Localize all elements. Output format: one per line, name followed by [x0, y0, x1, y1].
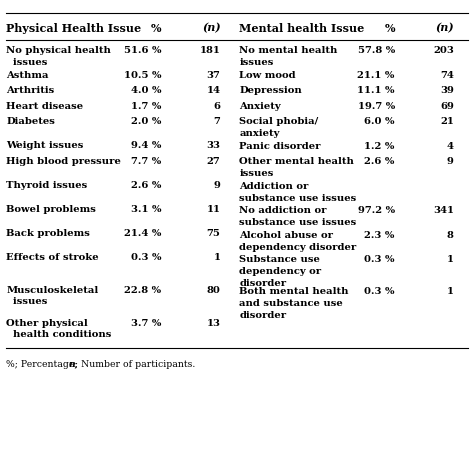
Text: 6: 6 — [213, 102, 220, 111]
Text: Heart disease: Heart disease — [6, 102, 83, 111]
Text: 341: 341 — [433, 206, 454, 215]
Text: 7.7 %: 7.7 % — [131, 157, 162, 166]
Text: Bowel problems: Bowel problems — [6, 205, 96, 214]
Text: 6.0 %: 6.0 % — [365, 117, 395, 126]
Text: Substance use: Substance use — [239, 255, 320, 264]
Text: Thyroid issues: Thyroid issues — [6, 181, 87, 190]
Text: 57.8 %: 57.8 % — [357, 46, 395, 55]
Text: 21.1 %: 21.1 % — [357, 71, 395, 80]
Text: %; Percentage;: %; Percentage; — [6, 359, 81, 368]
Text: Back problems: Back problems — [6, 229, 90, 238]
Text: Anxiety: Anxiety — [239, 102, 281, 111]
Text: 74: 74 — [440, 71, 454, 80]
Text: 9.4 %: 9.4 % — [131, 141, 162, 150]
Text: Asthma: Asthma — [6, 71, 49, 80]
Text: 181: 181 — [200, 46, 220, 55]
Text: 39: 39 — [440, 86, 454, 95]
Text: 22.8 %: 22.8 % — [125, 285, 162, 294]
Text: 21: 21 — [440, 117, 454, 126]
Text: 0.3 %: 0.3 % — [131, 253, 162, 262]
Text: ; Number of participants.: ; Number of participants. — [75, 359, 196, 368]
Text: 21.4 %: 21.4 % — [124, 229, 162, 238]
Text: 9: 9 — [214, 181, 220, 190]
Text: n: n — [69, 359, 75, 368]
Text: Effects of stroke: Effects of stroke — [6, 253, 99, 262]
Text: Musculoskeletal: Musculoskeletal — [6, 285, 98, 294]
Text: 8: 8 — [447, 231, 454, 240]
Text: High blood pressure: High blood pressure — [6, 157, 121, 166]
Text: 69: 69 — [440, 102, 454, 111]
Text: 7: 7 — [214, 117, 220, 126]
Text: health conditions: health conditions — [6, 330, 111, 339]
Text: 1.7 %: 1.7 % — [131, 102, 162, 111]
Text: disorder: disorder — [239, 279, 286, 288]
Text: substance use issues: substance use issues — [239, 218, 356, 227]
Text: Addiction or: Addiction or — [239, 182, 309, 191]
Text: 97.2 %: 97.2 % — [358, 206, 395, 215]
Text: 2.3 %: 2.3 % — [365, 231, 395, 240]
Text: issues: issues — [239, 58, 273, 67]
Text: 1: 1 — [447, 255, 454, 264]
Text: disorder: disorder — [239, 311, 286, 320]
Text: No addiction or: No addiction or — [239, 206, 327, 215]
Text: 3.1 %: 3.1 % — [131, 205, 162, 214]
Text: Depression: Depression — [239, 86, 302, 95]
Text: and substance use: and substance use — [239, 299, 343, 308]
Text: 0.3 %: 0.3 % — [365, 287, 395, 296]
Text: substance use issues: substance use issues — [239, 193, 356, 202]
Text: 4.0 %: 4.0 % — [131, 86, 162, 95]
Text: 3.7 %: 3.7 % — [131, 319, 162, 328]
Text: Physical Health Issue: Physical Health Issue — [6, 23, 141, 34]
Text: 19.7 %: 19.7 % — [357, 102, 395, 111]
Text: 1: 1 — [447, 287, 454, 296]
Text: issues: issues — [6, 297, 47, 306]
Text: Other mental health: Other mental health — [239, 157, 354, 166]
Text: Other physical: Other physical — [6, 319, 88, 328]
Text: Diabetes: Diabetes — [6, 117, 55, 126]
Text: 1: 1 — [213, 253, 220, 262]
Text: 1.2 %: 1.2 % — [365, 142, 395, 151]
Text: %: % — [384, 23, 395, 34]
Text: (n): (n) — [435, 23, 454, 34]
Text: %: % — [151, 23, 162, 34]
Text: Mental health Issue: Mental health Issue — [239, 23, 365, 34]
Text: No physical health: No physical health — [6, 46, 111, 55]
Text: 4: 4 — [447, 142, 454, 151]
Text: Low mood: Low mood — [239, 71, 296, 80]
Text: 11.1 %: 11.1 % — [357, 86, 395, 95]
Text: (n): (n) — [202, 23, 220, 34]
Text: Alcohol abuse or: Alcohol abuse or — [239, 231, 333, 240]
Text: 2.0 %: 2.0 % — [131, 117, 162, 126]
Text: 10.5 %: 10.5 % — [124, 71, 162, 80]
Text: Arthritis: Arthritis — [6, 86, 55, 95]
Text: 2.6 %: 2.6 % — [365, 157, 395, 166]
Text: 80: 80 — [207, 285, 220, 294]
Text: issues: issues — [6, 58, 47, 67]
Text: dependency or: dependency or — [239, 267, 321, 276]
Text: anxiety: anxiety — [239, 129, 280, 138]
Text: 33: 33 — [207, 141, 220, 150]
Text: 2.6 %: 2.6 % — [131, 181, 162, 190]
Text: issues: issues — [239, 169, 273, 178]
Text: Panic disorder: Panic disorder — [239, 142, 321, 151]
Text: 75: 75 — [207, 229, 220, 238]
Text: 14: 14 — [207, 86, 220, 95]
Text: 13: 13 — [207, 319, 220, 328]
Text: 37: 37 — [207, 71, 220, 80]
Text: 51.6 %: 51.6 % — [124, 46, 162, 55]
Text: 27: 27 — [207, 157, 220, 166]
Text: No mental health: No mental health — [239, 46, 338, 55]
Text: 203: 203 — [433, 46, 454, 55]
Text: dependency disorder: dependency disorder — [239, 243, 356, 252]
Text: 9: 9 — [447, 157, 454, 166]
Text: 0.3 %: 0.3 % — [365, 255, 395, 264]
Text: Both mental health: Both mental health — [239, 287, 349, 296]
Text: 11: 11 — [207, 205, 220, 214]
Text: Weight issues: Weight issues — [6, 141, 83, 150]
Text: Social phobia/: Social phobia/ — [239, 117, 319, 126]
